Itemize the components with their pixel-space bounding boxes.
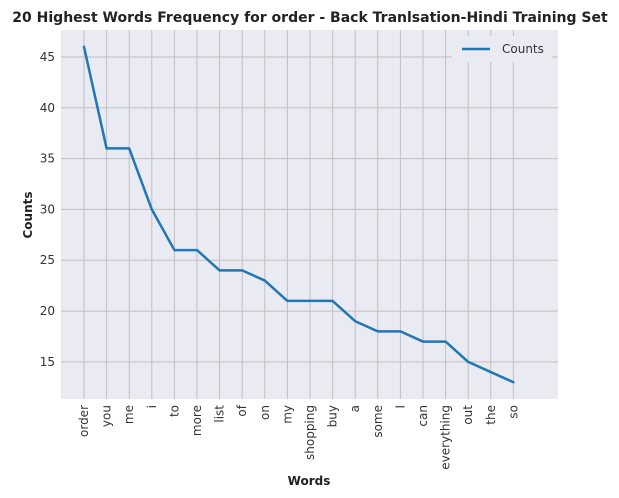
x-tick-label: shopping <box>303 405 317 460</box>
x-tick-label: a <box>348 405 362 412</box>
x-tick-label: my <box>280 405 294 424</box>
x-tick-label: list <box>213 405 227 423</box>
y-tick-label: 15 <box>40 355 55 369</box>
y-tick-label: 25 <box>40 253 55 267</box>
y-tick-label: 20 <box>40 304 55 318</box>
x-tick-label: out <box>461 405 475 425</box>
y-tick-label: 35 <box>40 152 55 166</box>
x-axis-label: Words <box>288 474 331 488</box>
x-tick-label: everything <box>439 405 453 470</box>
y-tick-label: 30 <box>40 202 55 216</box>
x-tick-label: you <box>100 405 114 427</box>
x-tick-label: some <box>371 405 385 438</box>
x-tick-label: more <box>190 405 204 436</box>
x-tick-label: to <box>167 405 181 417</box>
y-axis-ticks: 15 20 25 30 35 40 45 <box>40 50 55 369</box>
x-tick-label: of <box>235 404 249 416</box>
x-tick-label: me <box>122 405 136 424</box>
legend: Counts <box>452 36 552 62</box>
x-tick-label: order <box>77 405 91 437</box>
x-axis-ticks: order you me i to more list of on my shopping buy a s… <box>77 404 520 470</box>
y-tick-label: 40 <box>40 101 55 115</box>
x-tick-label: i <box>145 405 159 408</box>
y-axis-label: Counts <box>21 191 35 238</box>
y-tick-label: 45 <box>40 50 55 64</box>
x-tick-label: the <box>484 405 498 425</box>
x-tick-label: I <box>393 405 407 409</box>
x-tick-label: so <box>506 405 520 419</box>
series-layer <box>82 45 515 384</box>
series-line-counts <box>82 45 515 384</box>
x-tick-label: buy <box>326 405 340 427</box>
grid <box>61 30 558 399</box>
x-tick-label: can <box>416 405 430 427</box>
chart-title: 20 Highest Words Frequency for order - B… <box>12 10 608 26</box>
x-tick-label: on <box>258 405 272 420</box>
legend-label-counts: Counts <box>502 42 544 56</box>
